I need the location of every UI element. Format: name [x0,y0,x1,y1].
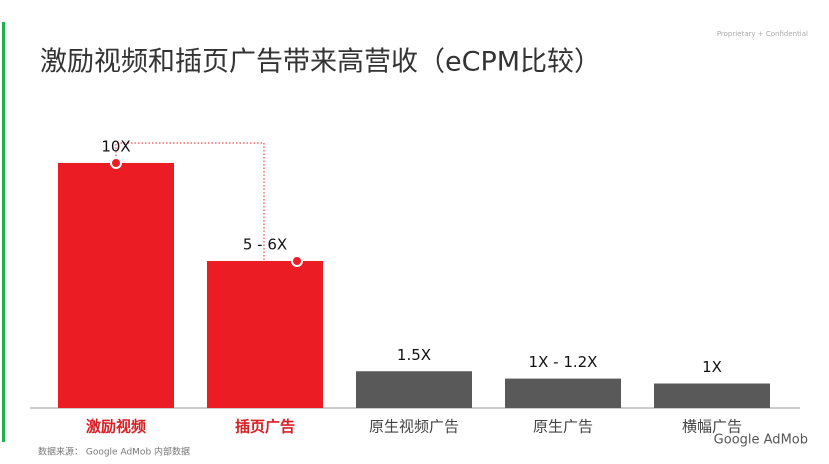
source: 数据来源： Google AdMob 内部数据 [38,446,190,458]
value-label: 1.5X [397,346,431,364]
connector [115,142,265,262]
bar [207,261,323,408]
x-tick-label: 激励视频 [86,418,146,436]
bar [654,383,770,408]
bar [356,371,472,408]
notice: Proprietary + Confidential [717,30,808,38]
x-tick-label: 原生视频广告 [369,418,459,436]
chart-title: 激励视频和插页广告带来高营收（eCPM比较） [40,47,601,78]
accent-bar [2,22,5,442]
value-label: 10X [101,138,130,156]
value-label: 1X - 1.2X [529,353,598,371]
logo: Google AdMob [714,433,808,448]
value-label: 1X [702,358,722,376]
bar [58,163,174,408]
bar-marker [110,157,122,169]
bar [505,378,621,408]
x-tick-label: 横幅广告 [682,418,742,436]
bar-marker [291,255,303,267]
value-label: 5 - 6X [243,236,287,254]
x-tick-label: 原生广告 [533,418,593,436]
x-tick-label: 插页广告 [235,418,295,436]
